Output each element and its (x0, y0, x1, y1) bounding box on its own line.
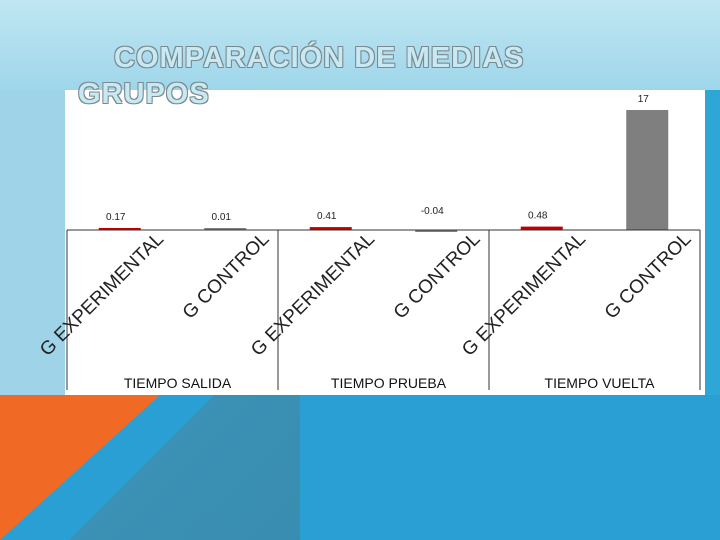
decorative-dark-triangle (0, 395, 300, 540)
chart-plot-background (65, 90, 705, 395)
category-label-1: G EXPERIMENTAL (36, 229, 168, 361)
data-label-6: 17 (638, 94, 650, 105)
category-label-4: G CONTROL (390, 229, 485, 324)
data-label-2: 0.01 (212, 212, 232, 223)
bar-3 (309, 227, 352, 230)
bar-1 (98, 228, 141, 230)
background-side-panel (0, 90, 65, 395)
title-line-1: COMPARACIÓN DE MEDIAS (114, 42, 525, 74)
group-labels-layer: TIEMPO SALIDA TIEMPO PRUEBA TIEMPO VUELTA (124, 375, 655, 391)
group-label-2: TIEMPO PRUEBA (331, 375, 447, 391)
bar-2 (204, 228, 247, 230)
data-label-5: 0.48 (528, 211, 548, 222)
value-labels-layer: 0.17 0.01 0.41 -0.04 0.48 17 (106, 94, 649, 223)
group-label-1: TIEMPO SALIDA (124, 375, 232, 391)
bar-5 (520, 226, 563, 230)
page-title: COMPARACIÓN DE MEDIAS GRUPOS (78, 40, 524, 112)
title-line-2: GRUPOS (78, 78, 210, 110)
group-label-3: TIEMPO VUELTA (545, 375, 656, 391)
bar-4 (415, 230, 458, 232)
category-label-6: G CONTROL (601, 229, 696, 324)
data-label-3: 0.41 (317, 211, 337, 222)
data-label-1: 0.17 (106, 212, 126, 223)
bars-layer (98, 110, 669, 232)
category-label-2: G CONTROL (179, 229, 274, 324)
background-top (0, 0, 720, 90)
axis-layer (66, 229, 701, 390)
data-label-4: -0.04 (421, 206, 444, 217)
bar-6 (626, 110, 669, 230)
